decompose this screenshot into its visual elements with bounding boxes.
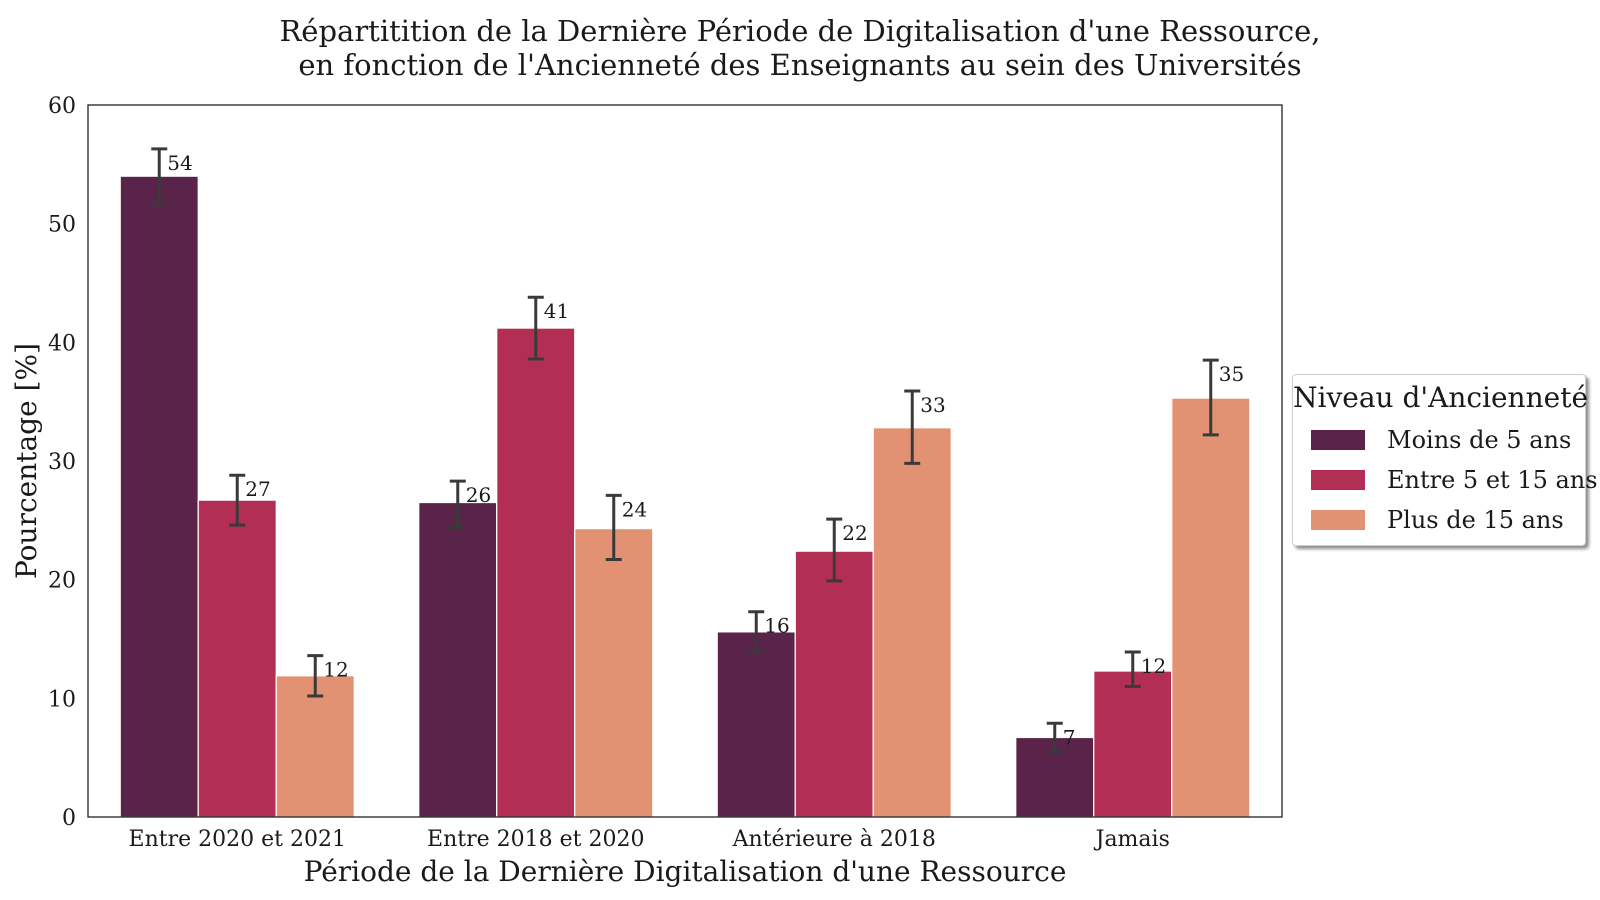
legend-label: Moins de 5 ans	[1387, 426, 1572, 454]
bar-moins-de-5-ans-entre-2018-et-2020	[418, 501, 498, 818]
data-label: 35	[1219, 362, 1244, 386]
data-label: 12	[1141, 654, 1166, 678]
bar-plus-de-15-ans-entre-2020-et-2021	[275, 675, 355, 818]
y-tick-label: 30	[48, 450, 76, 475]
x-tick-label-entre-2020-et-2021: Entre 2020 et 2021	[129, 827, 346, 852]
bar-plus-de-15-ans-jamais	[1171, 397, 1251, 818]
y-tick-label: 10	[48, 687, 76, 712]
bar-entre-5-et-15-ans-entre-2018-et-2020	[496, 327, 576, 818]
data-label: 33	[920, 393, 945, 417]
plot-frame	[87, 104, 1283, 818]
bar-plus-de-15-ans-anterieure-a-2018	[872, 427, 952, 818]
data-label: 27	[245, 477, 270, 501]
bar-entre-5-et-15-ans-entre-2020-et-2021	[197, 499, 277, 818]
bar-plus-de-15-ans-entre-2018-et-2020	[574, 528, 654, 818]
y-tick-label: 0	[62, 806, 76, 831]
legend-item-plus-de-15-ans: Plus de 15 ans	[1311, 505, 1564, 535]
x-tick-label-jamais: Jamais	[1094, 827, 1170, 852]
legend-label: Plus de 15 ans	[1387, 506, 1564, 534]
data-label: 16	[764, 614, 789, 638]
legend-swatch-entre-5-et-15-ans	[1311, 470, 1365, 490]
legend-swatch-moins-de-5-ans	[1311, 430, 1365, 450]
y-tick-label: 60	[48, 94, 76, 119]
data-label: 54	[167, 151, 192, 175]
legend-item-moins-de-5-ans: Moins de 5 ans	[1311, 425, 1571, 455]
legend-title: Niveau d'Ancienneté	[1293, 381, 1589, 414]
chart-title-line-2: en fonction de l'Ancienneté des Enseigna…	[298, 48, 1302, 82]
data-label: 24	[622, 497, 647, 521]
y-tick-label: 50	[48, 213, 76, 238]
x-tick-label-anterieure-a-2018: Antérieure à 2018	[732, 827, 936, 852]
x-tick-label-entre-2018-et-2020: Entre 2018 et 2020	[427, 827, 644, 852]
chart-title-line-1: Répartitition de la Dernière Période de …	[279, 14, 1321, 48]
data-label: 41	[544, 299, 569, 323]
data-label: 12	[323, 658, 348, 682]
y-tick-label: 40	[48, 331, 76, 356]
legend: Niveau d'Ancienneté Moins de 5 ans Entre…	[1292, 374, 1598, 546]
bar-entre-5-et-15-ans-anterieure-a-2018	[794, 550, 874, 818]
bar-entre-5-et-15-ans-jamais	[1093, 670, 1173, 818]
bar-moins-de-5-ans-anterieure-a-2018	[716, 631, 796, 818]
bar-moins-de-5-ans-entre-2020-et-2021	[119, 175, 199, 818]
y-axis-label: Pourcentage [%]	[10, 343, 43, 579]
x-axis-label: Période de la Dernière Digitalisation d'…	[304, 855, 1067, 888]
legend-swatch-plus-de-15-ans	[1311, 510, 1365, 530]
y-tick-label: 20	[48, 569, 76, 594]
legend-item-entre-5-et-15-ans: Entre 5 et 15 ans	[1311, 465, 1598, 495]
data-label: 22	[842, 521, 867, 545]
data-label: 26	[466, 483, 491, 507]
data-label: 7	[1063, 725, 1076, 749]
legend-label: Entre 5 et 15 ans	[1387, 466, 1598, 494]
